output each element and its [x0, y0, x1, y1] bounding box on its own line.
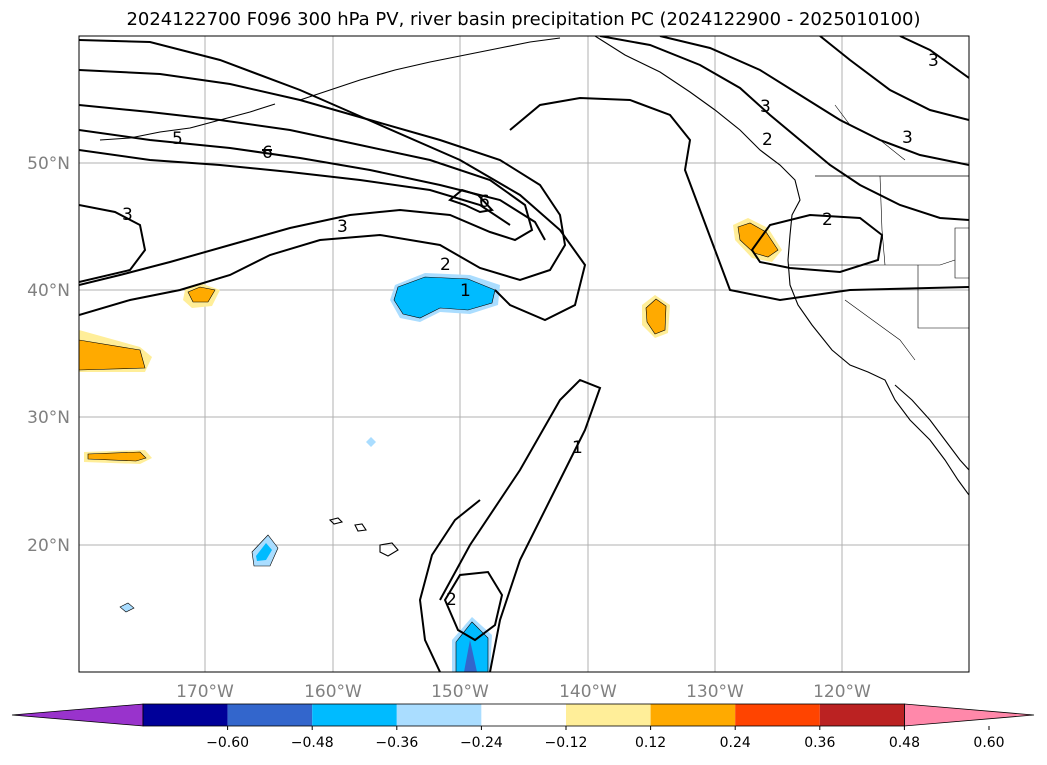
pv-contour-3-corner — [899, 36, 969, 79]
colorbar-segment — [312, 704, 397, 726]
border-state-1 — [788, 259, 956, 266]
pv-label: 3 — [337, 217, 348, 237]
colorbar-segment — [396, 704, 482, 726]
figure-title: 2024122700 F096 300 hPa PV, river basin … — [126, 9, 921, 30]
neg-area-150w — [393, 276, 496, 319]
precip-pc-shading — [79, 218, 782, 672]
neg-area-south-core — [464, 640, 477, 672]
lat-label: 30°N — [27, 408, 70, 428]
pv-contour-3-north — [659, 36, 969, 166]
pv-contour-1-south — [439, 378, 602, 672]
neg-area-small-28n — [366, 437, 376, 447]
pv-contour-2-south — [443, 570, 504, 642]
pv-contour-3-ne — [819, 36, 969, 121]
colorbar-segment — [227, 704, 313, 726]
colorbar-tick-label: −0.36 — [375, 735, 418, 751]
colorbar-tick-label: 0.24 — [720, 735, 751, 751]
pv-label: 3 — [902, 128, 913, 148]
pv-contour-5 — [79, 149, 511, 226]
lon-label: 130°W — [686, 682, 744, 702]
colorbar-tick-label: 0.12 — [635, 735, 666, 751]
colorbar-tick-label: 0.36 — [804, 735, 835, 751]
lon-label: 160°W — [304, 682, 362, 702]
colorbar: −0.60 −0.48 −0.36 −0.24 −0.12 0.12 0.24 0.36 0.4… — [11, 703, 1035, 751]
alaska-coast — [299, 37, 561, 101]
colorbar-segment — [735, 704, 820, 726]
pv-contour-labels: 5 6 6 3 3 2 1 2 1 3 2 2 3 3 — [122, 51, 939, 610]
colorbar-segment — [650, 704, 736, 726]
pv-label: 2 — [446, 590, 457, 610]
pv-label: 2 — [822, 210, 833, 230]
colorbar-tick-label: −0.12 — [545, 735, 588, 751]
pv-label: 1 — [572, 438, 583, 458]
colorbar-tick-label: 0.60 — [973, 735, 1004, 751]
colorbar-extend-high — [904, 703, 1035, 727]
hawaii-kauai — [328, 517, 344, 525]
pv-label: 2 — [762, 130, 773, 150]
na-coast — [594, 36, 969, 496]
pv-contour-1-east — [509, 96, 969, 302]
pv-contour-6-center — [447, 188, 495, 214]
longitude-labels: 170°W 160°W 150°W 140°W 130°W 120°W — [176, 682, 871, 702]
pos-area-170w — [187, 286, 216, 303]
colorbar-tick-label: −0.60 — [206, 735, 249, 751]
hawaii-big-island — [379, 542, 399, 557]
lat-label: 20°N — [27, 536, 70, 556]
pv-label: 3 — [928, 51, 939, 71]
border-state-4 — [844, 299, 916, 361]
hawaii-oahu — [354, 523, 367, 532]
pv-label: 3 — [122, 205, 133, 225]
pos-area-27n — [87, 451, 147, 462]
baja-gulf-coast — [894, 384, 969, 471]
border-state-5 — [954, 227, 969, 279]
pv-contour-1-south-west — [418, 499, 481, 672]
colorbar-segment — [481, 704, 566, 726]
pv-contour-3-west — [79, 204, 147, 283]
lat-label: 50°N — [27, 154, 70, 174]
lon-label: 120°W — [813, 682, 871, 702]
lon-label: 170°W — [176, 682, 234, 702]
pv-contour-2-coast — [750, 213, 884, 274]
colorbar-segment — [566, 704, 651, 726]
colorbar-segment — [143, 704, 228, 726]
neg-area-20n — [256, 543, 272, 561]
lon-label: 140°W — [559, 682, 617, 702]
pv-label: 6 — [262, 143, 273, 163]
map-frame — [78, 35, 970, 673]
pv-contour-4 — [79, 129, 546, 241]
pos-area-135w — [645, 298, 667, 335]
border-state-2 — [879, 175, 886, 266]
map-background — [79, 36, 969, 672]
pv-label: 3 — [760, 97, 771, 117]
pv-contour-2 — [79, 69, 567, 316]
pv-contour-1 — [79, 39, 587, 322]
latitude-labels: 50°N 40°N 30°N 20°N — [27, 154, 70, 556]
pv-contour-2-north — [599, 36, 969, 221]
pv-label: 6 — [479, 192, 490, 212]
lon-label: 150°W — [431, 682, 489, 702]
colorbar-tick-label: −0.24 — [460, 735, 503, 751]
pv-contour-3 — [79, 104, 534, 286]
graticule — [79, 36, 969, 672]
pv-label: 5 — [172, 129, 183, 149]
pv-contours — [79, 36, 969, 672]
colorbar-tick-label: −0.48 — [291, 735, 334, 751]
lat-label: 40°N — [27, 281, 70, 301]
colorbar-tick-label: 0.48 — [889, 735, 920, 751]
pv-label: 1 — [460, 281, 471, 301]
colorbar-segment — [819, 704, 905, 726]
neg-area-small-sw — [119, 602, 135, 613]
colorbar-frame — [142, 703, 905, 727]
pos-area-west — [79, 339, 146, 371]
pv-label: 2 — [440, 255, 451, 275]
border-state-3 — [917, 265, 969, 329]
colorbar-extend-low — [11, 703, 144, 727]
